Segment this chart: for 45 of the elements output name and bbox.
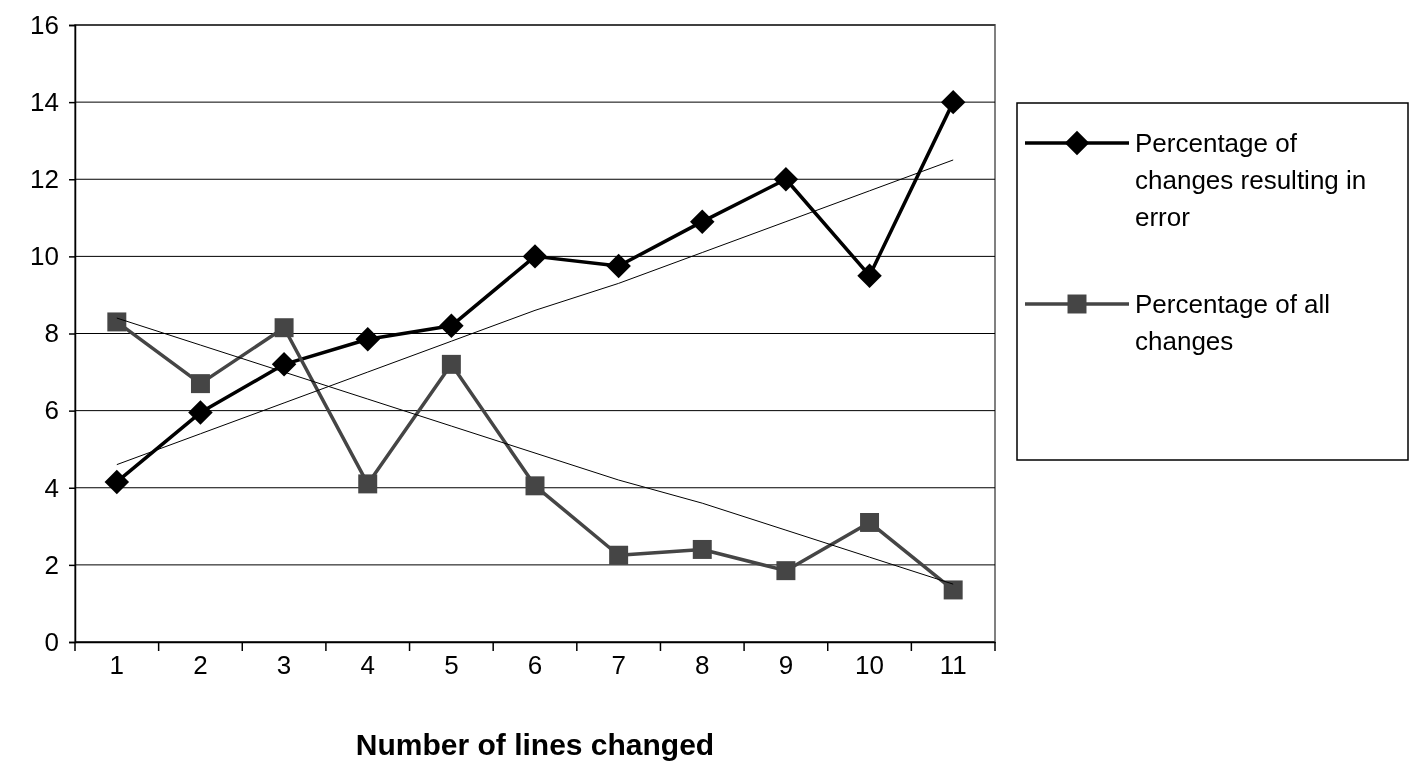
y-tick-label: 8: [44, 318, 59, 349]
point: [104, 469, 130, 495]
y-tick-label: 0: [44, 626, 59, 657]
point: [609, 545, 629, 565]
y-tick-label: 14: [30, 86, 59, 117]
point: [690, 209, 715, 234]
y-tick-label: 16: [30, 9, 59, 40]
x-tick-label: 10: [855, 650, 885, 681]
point: [522, 244, 548, 269]
point: [943, 580, 963, 600]
x-tick-label: 4: [360, 650, 375, 681]
point: [940, 89, 966, 115]
point: [441, 354, 461, 374]
point: [525, 476, 545, 496]
x-tick-label: 5: [444, 650, 459, 681]
point: [274, 318, 294, 338]
point: [606, 253, 631, 279]
point: [857, 263, 882, 288]
legend-label: Percentage of all changes: [1135, 289, 1331, 356]
point: [355, 327, 380, 352]
point: [692, 539, 712, 559]
x-tick-label: 7: [611, 650, 626, 681]
x-tick-label: 9: [778, 650, 794, 681]
x-tick-label: 1: [109, 650, 125, 681]
y-tick-label: 12: [30, 164, 59, 195]
point: [107, 312, 127, 332]
point: [190, 374, 210, 394]
x-tick-label: 11: [939, 650, 967, 681]
point: [773, 167, 799, 192]
point: [188, 400, 213, 425]
point: [358, 474, 378, 494]
y-tick-label: 4: [44, 472, 59, 503]
x-tick-label: 6: [527, 650, 543, 681]
x-tick-label: 3: [276, 650, 292, 681]
x-tick-label: 8: [695, 650, 710, 681]
point: [860, 512, 880, 532]
point: [776, 561, 796, 581]
point: [271, 352, 297, 377]
legend-label: Percentage of changes resulting in error: [1135, 128, 1367, 232]
y-tick-label: 10: [30, 241, 59, 272]
y-tick-label: 2: [44, 549, 59, 580]
x-axis-title: Number of lines changed: [355, 728, 715, 761]
x-tick-label: 2: [193, 650, 208, 681]
y-tick-label: 6: [44, 395, 59, 426]
point: [439, 313, 464, 339]
